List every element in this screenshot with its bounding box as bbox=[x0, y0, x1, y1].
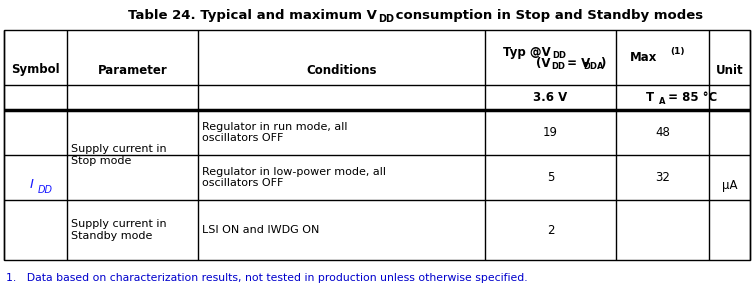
Text: Conditions: Conditions bbox=[306, 63, 377, 77]
Text: Parameter: Parameter bbox=[98, 63, 167, 77]
Text: I: I bbox=[30, 178, 34, 191]
Text: DD: DD bbox=[378, 15, 394, 24]
Text: Max: Max bbox=[630, 51, 657, 64]
Text: Supply current in
Standby mode: Supply current in Standby mode bbox=[72, 219, 167, 241]
Text: (V: (V bbox=[536, 57, 550, 70]
Text: DD: DD bbox=[38, 185, 53, 195]
Text: Typ @V: Typ @V bbox=[503, 46, 550, 59]
Text: consumption in Stop and Standby modes: consumption in Stop and Standby modes bbox=[391, 10, 703, 22]
Text: DDA: DDA bbox=[584, 62, 604, 71]
Text: Supply current in
Stop mode: Supply current in Stop mode bbox=[72, 144, 167, 166]
Text: Table 24. Typical and maximum V: Table 24. Typical and maximum V bbox=[128, 10, 377, 22]
Text: ): ) bbox=[600, 57, 605, 70]
Text: (1): (1) bbox=[670, 47, 685, 56]
Text: 3.6 V: 3.6 V bbox=[533, 91, 568, 104]
Text: Regulator in low-power mode, all
oscillators OFF: Regulator in low-power mode, all oscilla… bbox=[202, 167, 386, 188]
Text: LSI ON and IWDG ON: LSI ON and IWDG ON bbox=[202, 225, 320, 235]
Text: Symbol: Symbol bbox=[11, 63, 60, 77]
Text: 32: 32 bbox=[655, 171, 670, 184]
Text: Unit: Unit bbox=[716, 63, 743, 77]
Text: DD: DD bbox=[553, 52, 566, 61]
Text: DD: DD bbox=[551, 62, 565, 71]
Text: T: T bbox=[646, 91, 654, 104]
Text: 1.   Data based on characterization results, not tested in production unless oth: 1. Data based on characterization result… bbox=[6, 273, 528, 283]
Text: μA: μA bbox=[722, 178, 737, 191]
Text: A: A bbox=[659, 97, 666, 106]
Bar bbox=[4, 30, 750, 260]
Text: = V: = V bbox=[563, 57, 590, 70]
Text: 5: 5 bbox=[547, 171, 554, 184]
Text: = 85 °C: = 85 °C bbox=[664, 91, 718, 104]
Text: 48: 48 bbox=[655, 126, 670, 139]
Text: Regulator in run mode, all
oscillators OFF: Regulator in run mode, all oscillators O… bbox=[202, 122, 348, 143]
Text: 19: 19 bbox=[543, 126, 558, 139]
Text: 2: 2 bbox=[547, 223, 554, 237]
